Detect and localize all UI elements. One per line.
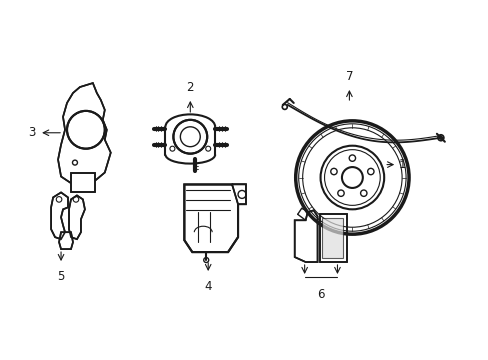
Circle shape bbox=[295, 121, 408, 234]
Circle shape bbox=[173, 120, 207, 154]
Polygon shape bbox=[165, 115, 215, 159]
Polygon shape bbox=[319, 214, 346, 262]
Polygon shape bbox=[321, 218, 343, 258]
Text: 2: 2 bbox=[186, 81, 194, 94]
Polygon shape bbox=[71, 172, 95, 193]
Polygon shape bbox=[232, 184, 245, 204]
Polygon shape bbox=[59, 232, 73, 249]
Text: 7: 7 bbox=[345, 70, 352, 83]
Text: 1: 1 bbox=[398, 158, 406, 171]
Text: 6: 6 bbox=[316, 288, 324, 301]
Polygon shape bbox=[184, 184, 238, 252]
Polygon shape bbox=[58, 83, 111, 184]
Text: 3: 3 bbox=[28, 126, 35, 139]
Polygon shape bbox=[294, 210, 317, 262]
Polygon shape bbox=[69, 195, 85, 239]
Polygon shape bbox=[51, 193, 68, 239]
Circle shape bbox=[67, 111, 104, 149]
Text: 4: 4 bbox=[204, 280, 211, 293]
Text: 5: 5 bbox=[57, 270, 64, 283]
